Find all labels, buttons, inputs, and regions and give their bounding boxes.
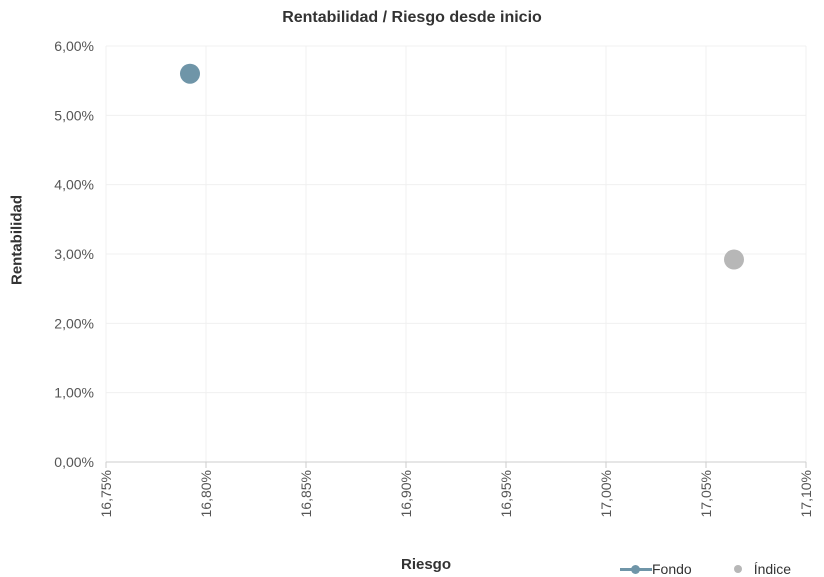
y-axis-title: Rentabilidad (8, 194, 26, 286)
y-tick-label: 3,00% (54, 246, 94, 262)
legend-swatch-fondo (620, 564, 652, 574)
legend-label-indice: Índice (753, 561, 792, 577)
x-tick-label: 16,95% (498, 470, 514, 517)
scatter-point-fondo (180, 63, 200, 84)
y-tick-label: 6,00% (54, 38, 94, 54)
scatter-point-indice (724, 249, 744, 270)
x-tick-label: 17,05% (698, 470, 714, 517)
x-tick-label: 17,00% (598, 470, 614, 517)
legend-item-indice[interactable]: Índice (730, 561, 791, 577)
x-tick-label: 16,75% (98, 470, 114, 517)
x-tick-label: 16,85% (298, 470, 314, 517)
legend-swatch-indice (733, 565, 742, 573)
x-axis-title: Riesgo (400, 556, 451, 573)
chart-title: Rentabilidad / Riesgo desde inicio (282, 9, 542, 26)
legend-label-fondo: Fondo (652, 561, 692, 577)
x-tick-label: 16,90% (398, 470, 414, 517)
y-tick-label: 2,00% (54, 315, 94, 331)
legend-item-fondo[interactable]: Fondo (620, 561, 692, 577)
y-tick-label: 5,00% (54, 107, 94, 123)
x-tick-label: 16,80% (198, 470, 214, 517)
y-tick-label: 1,00% (54, 385, 94, 401)
y-tick-label: 4,00% (54, 177, 94, 193)
y-tick-label: 0,00% (54, 454, 94, 470)
x-tick-label: 17,10% (798, 470, 814, 517)
legend: Fondo Índice (620, 561, 791, 577)
